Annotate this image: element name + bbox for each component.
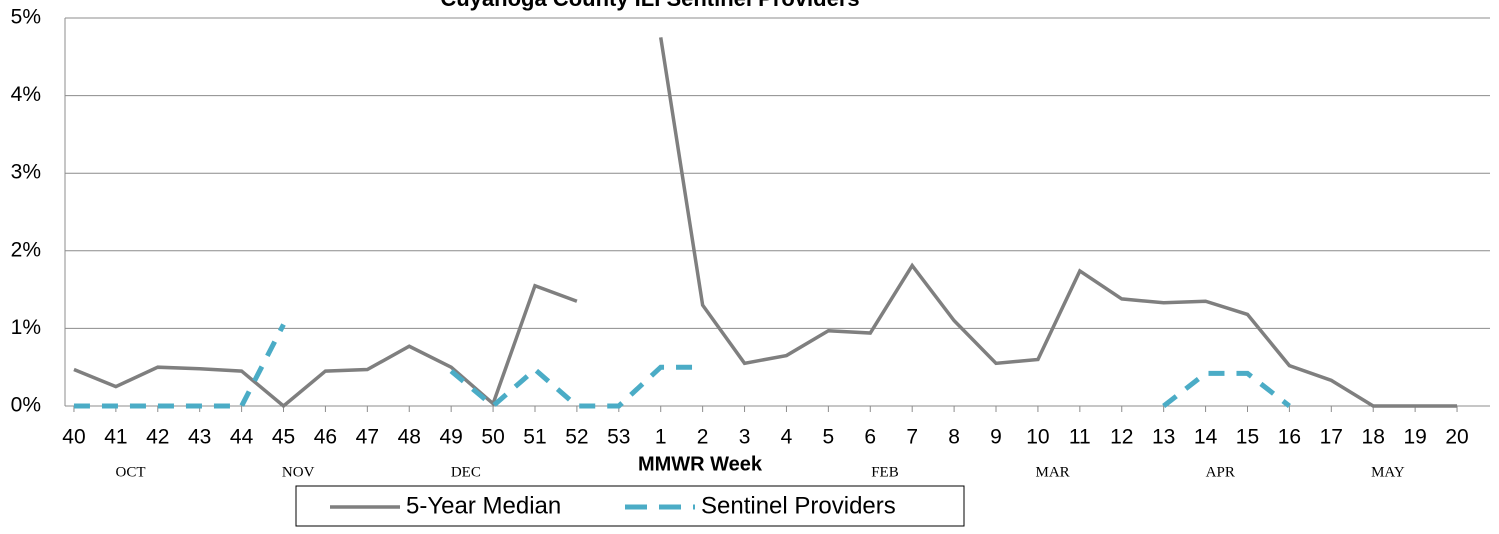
x-tick-label: 53 <box>607 426 630 449</box>
month-label: DEC <box>451 464 481 480</box>
y-tick-label: 3% <box>11 161 41 184</box>
x-tick-label: 50 <box>481 426 504 449</box>
x-tick-label: 41 <box>104 426 127 449</box>
x-tick-label: 6 <box>864 426 876 449</box>
x-tick-label: 12 <box>1110 426 1133 449</box>
x-tick-label: 40 <box>62 426 85 449</box>
x-tick-label: 11 <box>1069 426 1091 449</box>
x-tick-label: 44 <box>230 426 254 449</box>
x-tick-label: 4 <box>781 426 793 449</box>
x-tick-label: 10 <box>1026 426 1049 449</box>
x-tick-label: 42 <box>146 426 169 449</box>
x-tick-label: 47 <box>356 426 379 449</box>
x-tick-label: 16 <box>1278 426 1301 449</box>
x-tick-label: 18 <box>1362 426 1385 449</box>
x-tick-label: 7 <box>906 426 918 449</box>
x-tick-label: 1 <box>655 426 667 449</box>
month-label: OCT <box>116 464 146 480</box>
x-tick-label: 8 <box>948 426 960 449</box>
x-tick-label: 49 <box>439 426 462 449</box>
month-label: MAR <box>1036 464 1070 480</box>
x-tick-label: 14 <box>1194 426 1218 449</box>
month-label: FEB <box>871 464 899 480</box>
x-tick-label: 43 <box>188 426 211 449</box>
x-tick-label: 51 <box>523 426 546 449</box>
series-line <box>73 37 1458 409</box>
x-tick-label: 45 <box>272 426 295 449</box>
x-tick-label: 3 <box>739 426 751 449</box>
x-tick-label: 17 <box>1320 426 1343 449</box>
x-tick-label: 48 <box>398 426 421 449</box>
month-label: NOV <box>282 464 315 480</box>
month-label: MAY <box>1371 464 1405 480</box>
month-label: APR <box>1206 464 1235 480</box>
y-tick-label: 5% <box>11 6 41 29</box>
x-axis-title: MMWR Week <box>638 453 763 475</box>
x-tick-label: 5 <box>823 426 835 449</box>
y-tick-label: 4% <box>11 83 41 106</box>
x-tick-label: 52 <box>565 426 588 449</box>
x-tick-label: 46 <box>314 426 337 449</box>
x-tick-label: 2 <box>697 426 709 449</box>
x-tick-label: 13 <box>1152 426 1175 449</box>
series-line <box>73 323 1291 410</box>
x-tick-label: 19 <box>1403 426 1426 449</box>
y-tick-label: 0% <box>11 394 41 417</box>
y-tick-label: 1% <box>11 316 41 339</box>
x-tick-label: 9 <box>990 426 1002 449</box>
chart-title: Cuyahoga County ILI Sentinel Providers <box>440 0 859 11</box>
legend-label: 5-Year Median <box>406 492 561 519</box>
y-tick-label: 2% <box>11 238 41 261</box>
legend-label: Sentinel Providers <box>701 492 896 519</box>
x-tick-label: 15 <box>1236 426 1259 449</box>
x-tick-label: 20 <box>1445 426 1468 449</box>
